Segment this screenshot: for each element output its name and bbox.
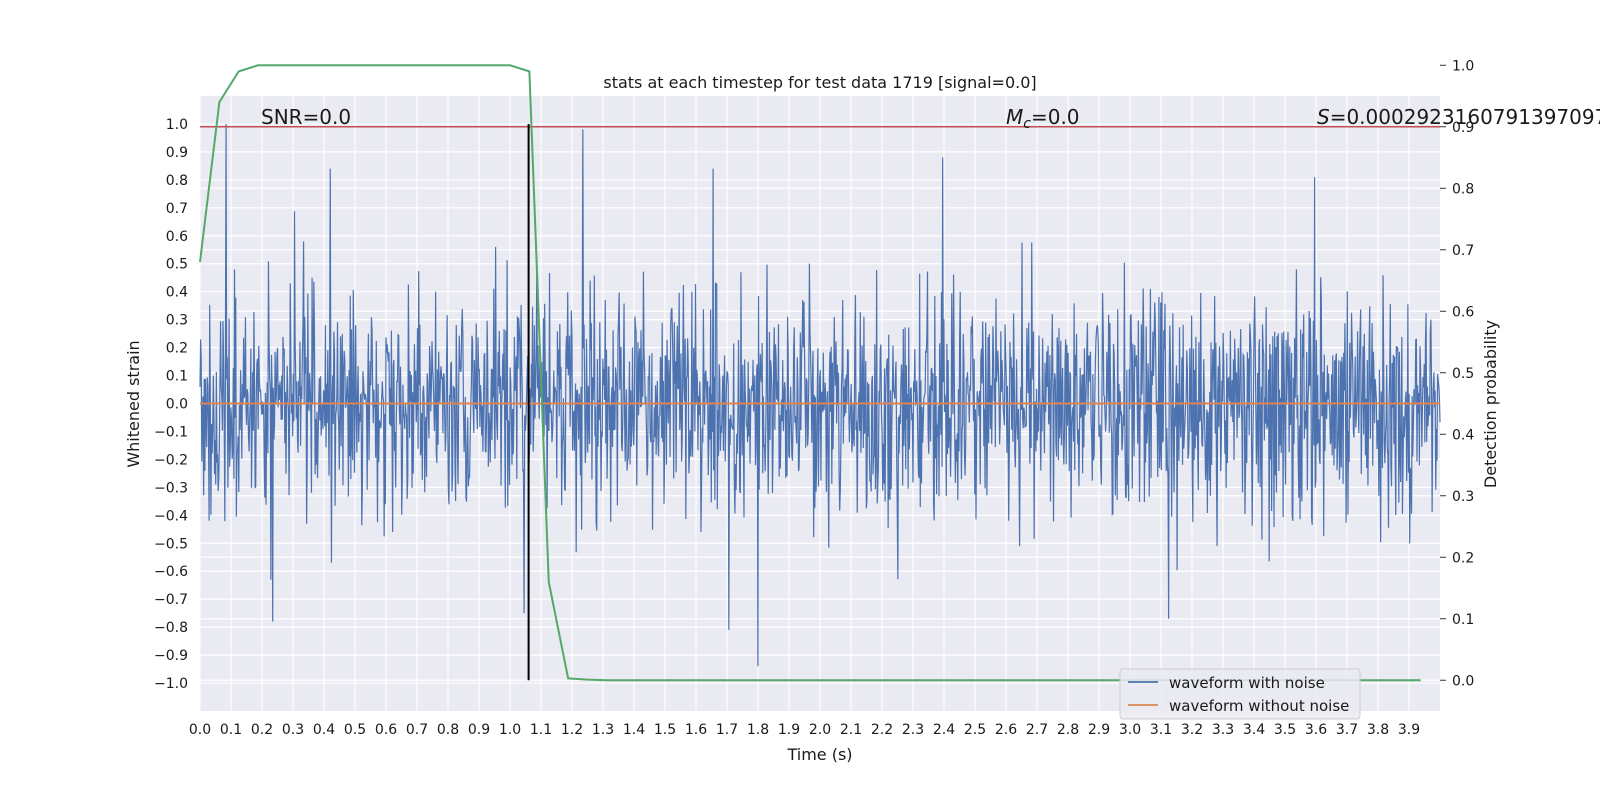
x-axis-label: Time (s)	[786, 745, 852, 764]
x-tick-label: 1.8	[747, 722, 769, 738]
x-tick-label: 2.3	[902, 722, 924, 738]
series-detection-probability	[199, 64, 1421, 682]
x-tick-label: 3.8	[1367, 722, 1389, 738]
x-tick-label: 1.3	[592, 722, 614, 738]
y-tick-label: 0.7	[166, 201, 188, 217]
x-tick-label: 0.4	[313, 722, 335, 738]
x-tick-label: 3.9	[1398, 722, 1420, 738]
y-tick-label: −0.8	[154, 620, 188, 636]
x-tick-label: 3.6	[1305, 722, 1327, 738]
x-tick-label: 2.4	[933, 722, 955, 738]
y-tick-label: 1.0	[166, 117, 188, 133]
x-tick-label: 1.6	[685, 722, 707, 738]
y-tick-label: 0.5	[166, 257, 188, 273]
y-tick-labels: 1.0 0.9 0.8 0.7 0.6 0.5 0.4 0.3 0.2 0.1 0.0 −0.1 −0.…	[154, 117, 188, 692]
y2-tick-label: 1.0	[1452, 58, 1474, 74]
x-tick-label: 3.0	[1119, 722, 1141, 738]
y-tick-label: 0.2	[166, 341, 188, 357]
y-tick-label: 0.0	[166, 397, 188, 413]
x-tick-label: 2.5	[964, 722, 986, 738]
y2-tick-label: 0.3	[1452, 489, 1474, 505]
x-tick-label: 1.7	[716, 722, 738, 738]
chirp-mass-value: =0.0	[1031, 105, 1080, 129]
y-tick-label: −0.3	[154, 480, 188, 496]
x-tick-label: 2.1	[840, 722, 862, 738]
legend: waveform with noise waveform without noi…	[1119, 668, 1361, 720]
x-tick-label: 3.5	[1274, 722, 1296, 738]
x-tick-label: 3.4	[1243, 722, 1265, 738]
x-tick-label: 3.1	[1150, 722, 1172, 738]
chirp-mass-symbol: M	[1006, 105, 1023, 129]
y-tick-label: −0.6	[154, 564, 188, 580]
y-tick-label: 0.8	[166, 173, 188, 189]
s-value: =0.0002923160791397097	[1330, 105, 1600, 129]
y-tick-label: −1.0	[154, 676, 188, 692]
y2-tick-label: 0.8	[1452, 181, 1474, 197]
y2-tick-label: 0.4	[1452, 427, 1474, 443]
x-tick-label: 1.0	[499, 722, 521, 738]
x-tick-label: 0.9	[468, 722, 490, 738]
y-tick-label: 0.4	[166, 285, 188, 301]
x-tick-label: 2.9	[1088, 722, 1110, 738]
x-tick-label: 1.1	[530, 722, 552, 738]
x-tick-label: 2.2	[871, 722, 893, 738]
x-tick-label: 1.9	[778, 722, 800, 738]
y-tick-label: −0.7	[154, 592, 188, 608]
x-tick-label: 0.5	[344, 722, 366, 738]
x-tick-label: 3.7	[1336, 722, 1358, 738]
x-tick-label: 0.6	[375, 722, 397, 738]
s-annotation: S=0.0002923160791397097	[1317, 105, 1600, 129]
legend-label-clean: waveform without noise	[1169, 697, 1349, 715]
series-layer	[199, 64, 1441, 682]
x-tick-labels: 0.0 0.1 0.2 0.3 0.4 0.5 0.6 0.7 0.8 0.9 1.0 1.1 1.2 1…	[189, 722, 1420, 738]
x-tick-label: 1.4	[623, 722, 645, 738]
y-tick-label: 0.1	[166, 369, 188, 385]
y2-tick-labels: 1.0 0.9 0.8 0.7 0.6 0.5 0.4 0.3 0.2 0.1 0.0	[1440, 58, 1474, 689]
y2-tick-label: 0.2	[1452, 550, 1474, 566]
chirp-mass-annotation: Mc=0.0	[1006, 105, 1080, 132]
y2-tick-label: 0.6	[1452, 304, 1474, 320]
x-tick-label: 1.2	[561, 722, 583, 738]
series-waveform-with-noise	[199, 123, 1441, 667]
y2-tick-label: 0.9	[1452, 120, 1474, 136]
y-tick-label: −0.4	[154, 508, 188, 524]
legend-box	[1119, 668, 1361, 720]
x-tick-label: 3.2	[1181, 722, 1203, 738]
snr-annotation: SNR=0.0	[261, 105, 351, 129]
y-tick-label: −0.9	[154, 648, 188, 664]
chart-title: stats at each timestep for test data 171…	[603, 73, 1036, 92]
x-tick-label: 0.1	[220, 722, 242, 738]
x-tick-label: 0.3	[282, 722, 304, 738]
x-tick-label: 0.7	[406, 722, 428, 738]
x-tick-label: 2.0	[809, 722, 831, 738]
y-tick-label: 0.6	[166, 229, 188, 245]
x-tick-label: 1.5	[654, 722, 676, 738]
y-tick-label: −0.2	[154, 452, 188, 468]
legend-label-noise: waveform with noise	[1169, 674, 1325, 692]
x-tick-label: 0.2	[251, 722, 273, 738]
x-tick-label: 2.6	[995, 722, 1017, 738]
y-tick-label: −0.1	[154, 424, 188, 440]
x-tick-label: 2.8	[1057, 722, 1079, 738]
y2-tick-label: 0.1	[1452, 612, 1474, 628]
y2-tick-label: 0.7	[1452, 243, 1474, 259]
y2-tick-label: 0.0	[1452, 673, 1474, 689]
y2-tick-label: 0.5	[1452, 366, 1474, 382]
s-symbol: S	[1317, 105, 1330, 129]
y2-axis-label: Detection probability	[1481, 320, 1500, 488]
y-tick-label: −0.5	[154, 536, 188, 552]
x-tick-label: 3.3	[1212, 722, 1234, 738]
x-tick-label: 0.0	[189, 722, 211, 738]
y-tick-label: 0.3	[166, 313, 188, 329]
y-tick-label: 0.9	[166, 145, 188, 161]
chirp-mass-subscript: c	[1023, 116, 1031, 132]
x-tick-label: 2.7	[1026, 722, 1048, 738]
x-tick-label: 0.8	[437, 722, 459, 738]
y-axis-label: Whitened strain	[124, 340, 143, 467]
